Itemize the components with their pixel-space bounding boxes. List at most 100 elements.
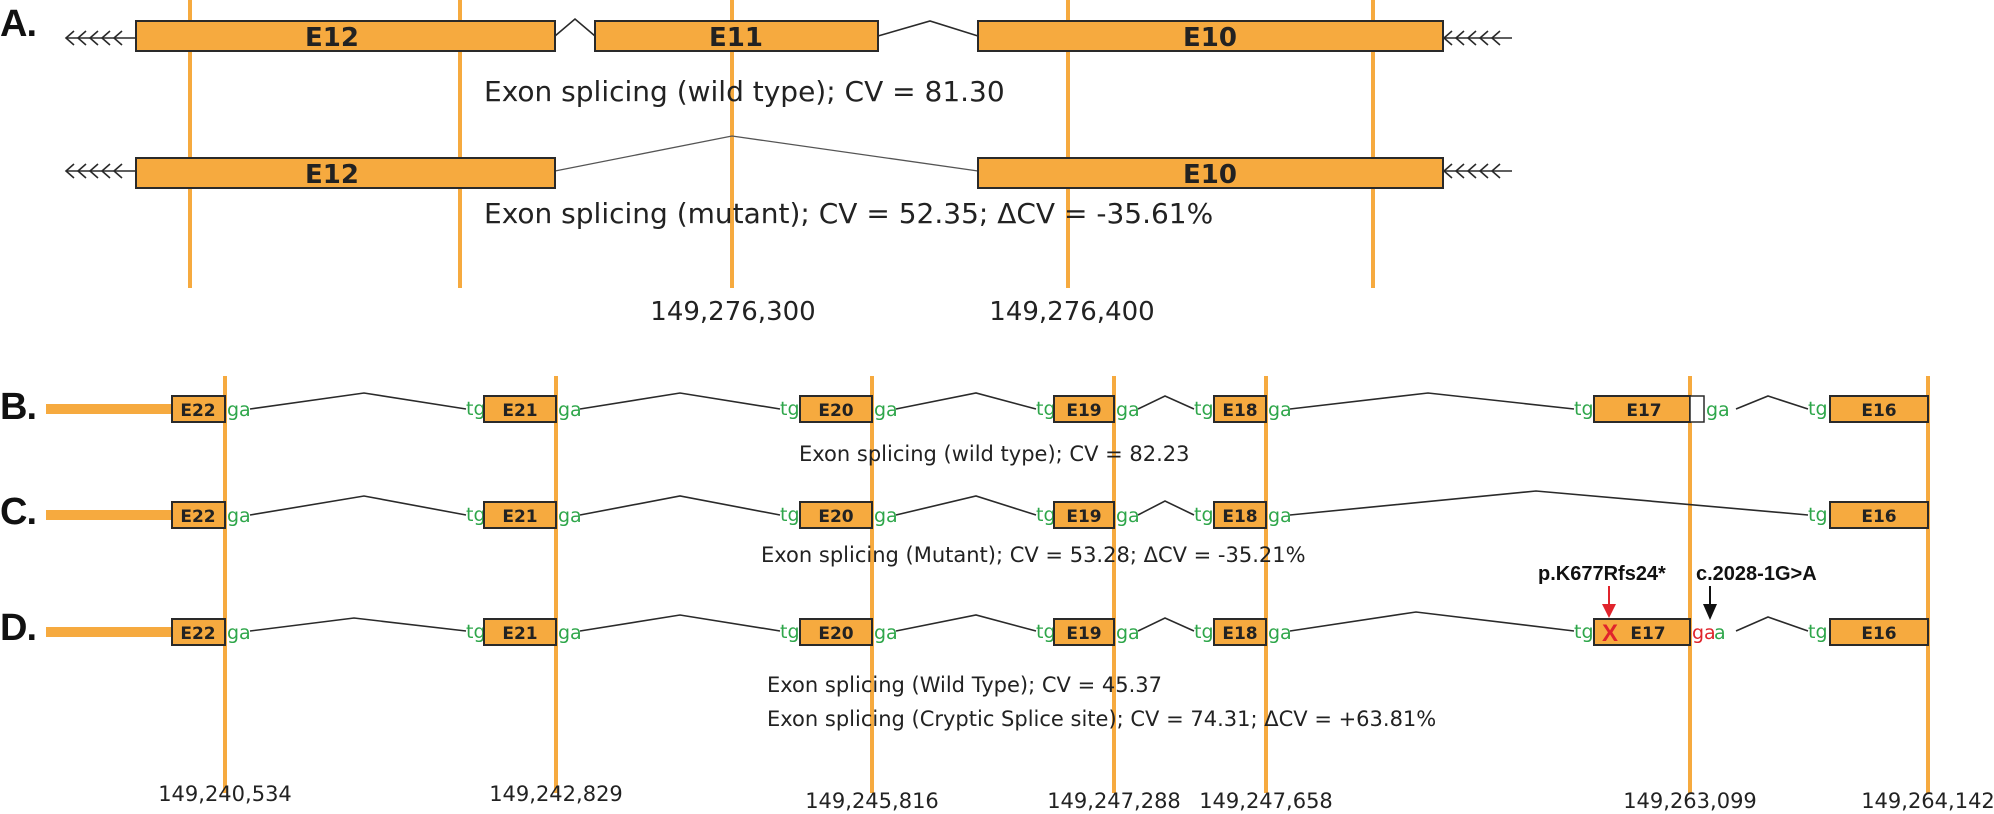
coordinate-label: 149,242,829 bbox=[489, 782, 623, 806]
intron-connector bbox=[249, 495, 467, 516]
track-a-wild: E12 E11 E10 bbox=[64, 17, 1512, 53]
coordinate-label: 149,247,288 bbox=[1047, 789, 1181, 813]
panel-c: C. E22 ga tg E21 ga tg E20 ga tg E19 ga … bbox=[0, 490, 1929, 567]
exon-e16 bbox=[1829, 618, 1929, 646]
donor-site: ga bbox=[1268, 622, 1292, 644]
acceptor-site: tg bbox=[780, 621, 800, 643]
acceptor-site: tg bbox=[466, 504, 486, 526]
intron-connector bbox=[1289, 392, 1575, 410]
donor-site: ga bbox=[1116, 505, 1140, 527]
panel-letter-d: D. bbox=[0, 607, 36, 649]
donor-site: ga bbox=[1268, 505, 1292, 527]
exon-e18 bbox=[1213, 618, 1267, 646]
acceptor-site: tg bbox=[780, 398, 800, 420]
donor-site: ga bbox=[558, 505, 582, 527]
acceptor-site: tg bbox=[780, 504, 800, 526]
exon-label: E21 bbox=[502, 507, 537, 527]
intron-connector bbox=[249, 392, 467, 410]
intron-connector bbox=[1735, 616, 1809, 632]
exon-e20 bbox=[799, 395, 873, 423]
exon-e21 bbox=[483, 501, 557, 529]
exon-label: E20 bbox=[818, 507, 853, 527]
exon-label: E21 bbox=[502, 624, 537, 644]
exon-label: E22 bbox=[180, 401, 215, 421]
acceptor-site: tg bbox=[466, 398, 486, 420]
donor-site: ga bbox=[874, 622, 898, 644]
exon-e22 bbox=[171, 501, 226, 529]
exon-skip-connector bbox=[554, 135, 979, 172]
exon-label: E16 bbox=[1861, 401, 1896, 421]
exon-label: E18 bbox=[1222, 507, 1257, 527]
intron-connector bbox=[1137, 617, 1195, 632]
exon-e17-extension bbox=[1689, 395, 1705, 423]
exon-e12 bbox=[135, 157, 556, 189]
intron-connector bbox=[895, 614, 1037, 632]
panel-letter-b: B. bbox=[0, 386, 36, 428]
exon-label: E16 bbox=[1861, 507, 1896, 527]
caption-d-wild: Exon splicing (Wild Type); CV = 45.37 bbox=[767, 673, 1162, 697]
variant-arrow-icon bbox=[1703, 604, 1717, 620]
coordinate-label: 149,247,658 bbox=[1199, 789, 1333, 813]
exon-label: E17 bbox=[1626, 401, 1661, 421]
exon-label-e12: E12 bbox=[305, 23, 359, 53]
intron-connector bbox=[249, 617, 467, 632]
intron-connector bbox=[579, 392, 781, 410]
exon-e19 bbox=[1053, 618, 1115, 646]
exon-label-e10: E10 bbox=[1183, 160, 1237, 190]
intron-connector bbox=[1137, 395, 1195, 410]
utr-tail bbox=[46, 404, 172, 414]
exon-e17 bbox=[1593, 395, 1691, 423]
acceptor-site: tg bbox=[1036, 398, 1056, 420]
exon-label: E16 bbox=[1861, 624, 1896, 644]
exon-e21 bbox=[483, 395, 557, 423]
exon-e16 bbox=[1829, 395, 1929, 423]
strand-arrows-left bbox=[64, 163, 123, 179]
exon-label: E22 bbox=[180, 624, 215, 644]
exon-e21 bbox=[483, 618, 557, 646]
exon-label: E20 bbox=[818, 624, 853, 644]
exon-label-e11: E11 bbox=[709, 23, 763, 53]
exon-label: E18 bbox=[1222, 401, 1257, 421]
caption-b-wild: Exon splicing (wild type); CV = 82.23 bbox=[799, 442, 1190, 466]
donor-site: ga bbox=[227, 622, 251, 644]
exon-e19 bbox=[1053, 395, 1115, 423]
intron-connector bbox=[895, 392, 1037, 410]
exon-e22 bbox=[171, 618, 226, 646]
panel-letter-c: C. bbox=[0, 491, 36, 533]
intron-connector bbox=[554, 17, 596, 37]
donor-site: ga bbox=[227, 505, 251, 527]
intron-connector bbox=[877, 20, 979, 37]
donor-site: ga bbox=[558, 399, 582, 421]
intron-connector bbox=[1137, 500, 1195, 516]
panels-bcd: B. E22 ga tg E21 ga tg E20 ga tg E19 ga … bbox=[0, 376, 1994, 813]
acceptor-site: tg bbox=[1808, 504, 1828, 526]
donor-site: ga bbox=[874, 505, 898, 527]
mutation-x-icon: X bbox=[1602, 620, 1618, 647]
exon-e18 bbox=[1213, 395, 1267, 423]
intron-connector bbox=[579, 614, 781, 632]
caption-c-mutant: Exon splicing (Mutant); CV = 53.28; ΔCV … bbox=[761, 543, 1306, 567]
mutant-donor-site: ga bbox=[1692, 622, 1716, 644]
variant-label: c.2028-1G>A bbox=[1696, 563, 1817, 585]
exon-label: E19 bbox=[1066, 401, 1101, 421]
donor-site: ga bbox=[558, 622, 582, 644]
intron-connector bbox=[579, 495, 781, 516]
track-a-mutant: E12 E10 bbox=[64, 135, 1512, 190]
caption-d-cryptic: Exon splicing (Cryptic Splice site); CV … bbox=[767, 707, 1436, 731]
exon-e10 bbox=[977, 157, 1444, 189]
exon-e22 bbox=[171, 395, 226, 423]
mutant-donor-site-suffix: a bbox=[1714, 622, 1726, 644]
coordinate-label: 149,276,400 bbox=[989, 297, 1154, 327]
exon-label: E21 bbox=[502, 401, 537, 421]
exon-label-e12: E12 bbox=[305, 160, 359, 190]
exon-skip-connector bbox=[1289, 490, 1809, 516]
exon-label: E19 bbox=[1066, 507, 1101, 527]
donor-site: ga bbox=[227, 399, 251, 421]
coordinate-label: 149,276,300 bbox=[650, 297, 815, 327]
donor-site: ga bbox=[1116, 399, 1140, 421]
exon-e11 bbox=[594, 20, 879, 52]
exon-e20 bbox=[799, 618, 873, 646]
acceptor-site: tg bbox=[1194, 621, 1214, 643]
exon-label: E18 bbox=[1222, 624, 1257, 644]
